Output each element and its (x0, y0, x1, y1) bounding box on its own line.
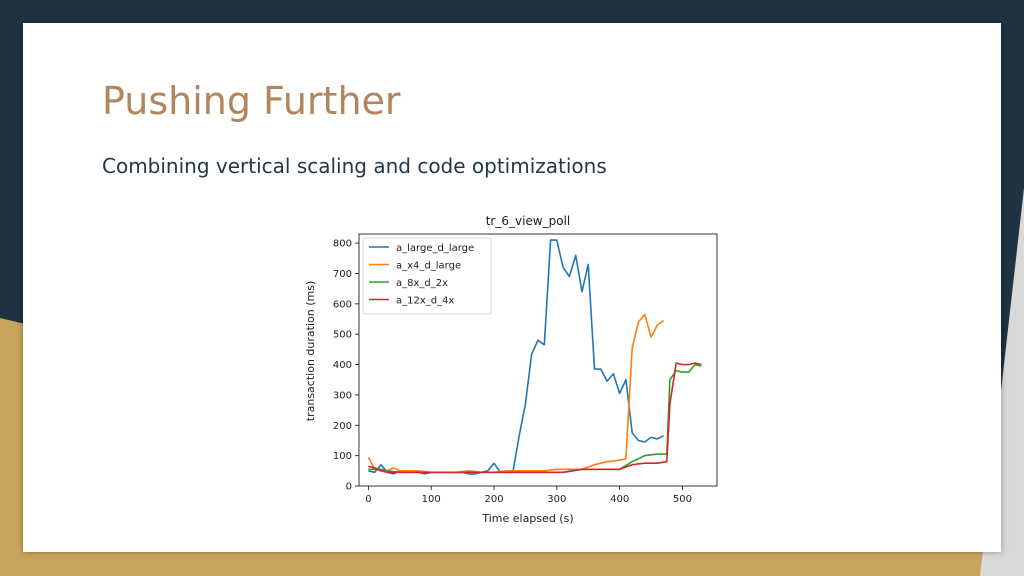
y-tick-label: 300 (333, 390, 352, 401)
series-line-a-8x-d-2x (368, 363, 702, 474)
series-line-a-12x-d-4x (368, 362, 702, 474)
y-tick-label: 200 (333, 421, 352, 432)
y-axis-label: transaction duration (ms) (304, 281, 317, 421)
legend-label: a_x4_d_large (396, 261, 461, 272)
plot-area-frame (358, 233, 718, 487)
y-tick-label: 600 (333, 299, 352, 310)
chart-title: tr_6_view_poll (486, 214, 571, 228)
legend-label: a_12x_d_4x (396, 296, 454, 307)
x-tick-label: 300 (547, 494, 566, 505)
slide-card: Pushing Further Combining vertical scali… (23, 23, 1001, 552)
y-tick-label: 800 (333, 239, 352, 250)
legend-label: a_8x_d_2x (396, 278, 448, 289)
y-tick-label: 400 (333, 360, 352, 371)
y-tick-label: 100 (333, 451, 352, 462)
slide-subtitle: Combining vertical scaling and code opti… (102, 154, 607, 178)
legend-label: a_large_d_large (396, 243, 474, 254)
legend-box (362, 237, 492, 315)
x-tick-label: 500 (673, 494, 692, 505)
line-chart: tr_6_view_poll 0 100 200 300 400 500 0 100 200 30… (304, 214, 718, 525)
series-line-a-x4-d-large (367, 313, 665, 474)
x-tick-label: 400 (610, 494, 629, 505)
y-tick-label: 0 (346, 482, 352, 493)
x-tick-label: 200 (484, 494, 503, 505)
x-tick-label: 0 (365, 494, 371, 505)
x-axis-label: Time elapsed (s) (481, 512, 573, 525)
x-tick-label: 100 (422, 494, 441, 505)
y-tick-label: 500 (333, 330, 352, 341)
y-tick-label: 700 (333, 269, 352, 280)
slide-title: Pushing Further (102, 79, 401, 123)
